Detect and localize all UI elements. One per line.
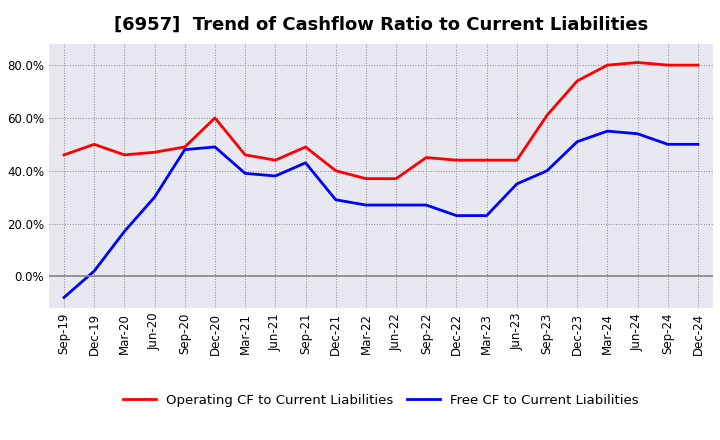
Operating CF to Current Liabilities [240,152,249,158]
Operating CF to Current Liabilities [513,158,521,163]
Free CF to Current Liabilities [361,202,370,208]
Legend: Operating CF to Current Liabilities, Free CF to Current Liabilities: Operating CF to Current Liabilities, Fre… [117,389,644,412]
Operating CF to Current Liabilities [361,176,370,181]
Operating CF to Current Liabilities [392,176,400,181]
Operating CF to Current Liabilities [60,152,68,158]
Operating CF to Current Liabilities [573,78,582,84]
Title: [6957]  Trend of Cashflow Ratio to Current Liabilities: [6957] Trend of Cashflow Ratio to Curren… [114,16,648,34]
Free CF to Current Liabilities [90,268,99,274]
Free CF to Current Liabilities [603,128,612,134]
Free CF to Current Liabilities [513,181,521,187]
Free CF to Current Liabilities [211,144,220,150]
Free CF to Current Liabilities [301,160,310,165]
Free CF to Current Liabilities [240,171,249,176]
Operating CF to Current Liabilities [452,158,461,163]
Free CF to Current Liabilities [573,139,582,144]
Operating CF to Current Liabilities [634,60,642,65]
Free CF to Current Liabilities [422,202,431,208]
Operating CF to Current Liabilities [211,115,220,121]
Free CF to Current Liabilities [634,131,642,136]
Operating CF to Current Liabilities [663,62,672,68]
Operating CF to Current Liabilities [150,150,159,155]
Free CF to Current Liabilities [150,194,159,200]
Operating CF to Current Liabilities [181,144,189,150]
Operating CF to Current Liabilities [482,158,491,163]
Line: Free CF to Current Liabilities: Free CF to Current Liabilities [64,131,698,297]
Line: Operating CF to Current Liabilities: Operating CF to Current Liabilities [64,62,698,179]
Operating CF to Current Liabilities [331,168,340,173]
Operating CF to Current Liabilities [603,62,612,68]
Free CF to Current Liabilities [663,142,672,147]
Free CF to Current Liabilities [452,213,461,218]
Free CF to Current Liabilities [181,147,189,152]
Operating CF to Current Liabilities [271,158,279,163]
Operating CF to Current Liabilities [301,144,310,150]
Operating CF to Current Liabilities [543,113,552,118]
Free CF to Current Liabilities [60,295,68,300]
Free CF to Current Liabilities [693,142,702,147]
Free CF to Current Liabilities [271,173,279,179]
Free CF to Current Liabilities [331,197,340,202]
Free CF to Current Liabilities [482,213,491,218]
Free CF to Current Liabilities [392,202,400,208]
Operating CF to Current Liabilities [422,155,431,160]
Operating CF to Current Liabilities [120,152,129,158]
Free CF to Current Liabilities [120,229,129,234]
Operating CF to Current Liabilities [693,62,702,68]
Free CF to Current Liabilities [543,168,552,173]
Operating CF to Current Liabilities [90,142,99,147]
